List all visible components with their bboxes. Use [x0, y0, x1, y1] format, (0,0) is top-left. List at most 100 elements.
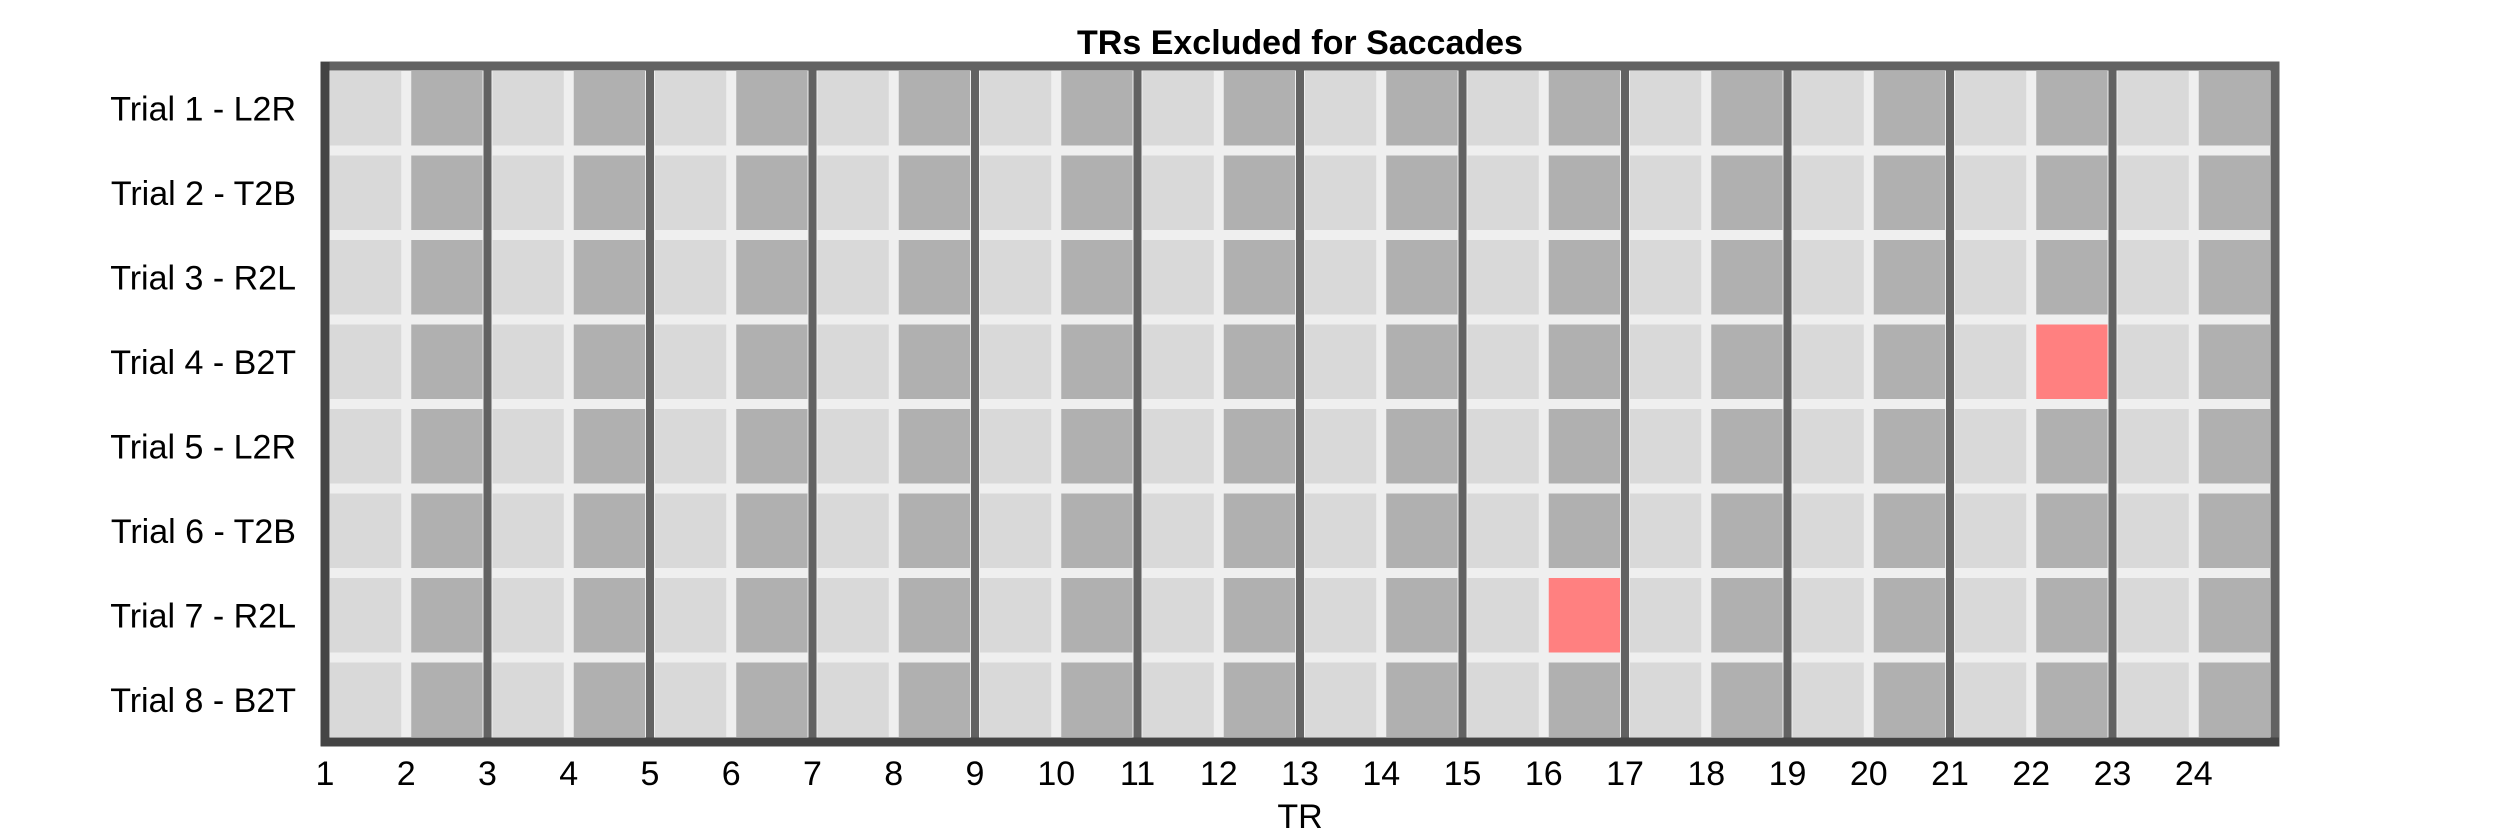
tr-cell — [1955, 71, 2027, 146]
tr-cell — [1873, 155, 1945, 230]
tr-cell — [1223, 578, 1295, 653]
tr-cell — [1061, 662, 1133, 737]
tr-cell — [817, 662, 889, 737]
tr-cell — [492, 240, 564, 315]
tr-cell — [1386, 493, 1458, 568]
tr-cell — [2117, 662, 2189, 737]
tr-cell — [1142, 324, 1214, 399]
tr-cell — [2198, 240, 2270, 315]
tr-cell — [1467, 662, 1539, 737]
tr-cell — [980, 662, 1052, 737]
tr-cell — [1792, 409, 1864, 484]
tr-tick-label: 10 — [1037, 755, 1075, 793]
tr-cell — [1630, 493, 1702, 568]
tr-tick-label: 11 — [1120, 755, 1155, 793]
excluded-cell — [2036, 324, 2108, 399]
tr-cell — [1873, 324, 1945, 399]
tr-cell — [573, 240, 645, 315]
tr-cell — [1873, 409, 1945, 484]
tr-cell — [1142, 240, 1214, 315]
tr-cell — [898, 155, 970, 230]
tr-cell — [1955, 578, 2027, 653]
tr-cell — [330, 578, 402, 653]
tr-cell — [1142, 155, 1214, 230]
tr-cell — [2036, 240, 2108, 315]
tr-cell — [492, 578, 564, 653]
tr-cell — [1305, 493, 1377, 568]
tr-cell — [1061, 240, 1133, 315]
tr-cell — [492, 71, 564, 146]
tr-tick-label: 8 — [884, 755, 903, 793]
tr-cell — [1630, 324, 1702, 399]
tr-cell — [1548, 409, 1620, 484]
tr-cell — [980, 240, 1052, 315]
tr-cell — [573, 493, 645, 568]
tr-cell — [330, 662, 402, 737]
tr-cell — [411, 324, 483, 399]
tr-tick-label: 12 — [1200, 755, 1238, 793]
excluded-cell — [1548, 578, 1620, 653]
tr-cell — [492, 662, 564, 737]
tr-cell — [1386, 71, 1458, 146]
tr-tick-label: 1 — [316, 755, 335, 793]
tr-tick-label: 14 — [1362, 755, 1400, 793]
tr-cell — [898, 493, 970, 568]
tr-cell — [1630, 240, 1702, 315]
tr-cell — [1386, 240, 1458, 315]
trial-label: Trial 3 - R2L — [110, 259, 296, 297]
tr-cell — [1061, 324, 1133, 399]
tr-cell — [1223, 240, 1295, 315]
tr-cell — [1873, 662, 1945, 737]
tr-cell — [330, 240, 402, 315]
tr-cell — [980, 493, 1052, 568]
x-axis-label: TR — [1277, 798, 1322, 833]
tr-cell — [1955, 324, 2027, 399]
tr-tick-label: 16 — [1525, 755, 1563, 793]
tr-cell — [1142, 493, 1214, 568]
tr-cell — [1548, 155, 1620, 230]
tr-cell — [1386, 409, 1458, 484]
tr-cell — [1630, 71, 1702, 146]
tr-cell — [573, 155, 645, 230]
tr-cell — [2198, 493, 2270, 568]
tr-tick-label: 21 — [1931, 755, 1969, 793]
tr-cell — [1386, 324, 1458, 399]
tr-cell — [1142, 578, 1214, 653]
tr-cell — [980, 578, 1052, 653]
tr-cell — [898, 324, 970, 399]
tr-cell — [1223, 324, 1295, 399]
plot-frame — [320, 61, 2280, 747]
tr-cell — [1792, 71, 1864, 146]
tr-cell — [736, 409, 808, 484]
tr-tick-label: 22 — [2012, 755, 2050, 793]
tr-tick-label: 19 — [1769, 755, 1807, 793]
tr-cell — [1305, 155, 1377, 230]
tr-cell — [573, 662, 645, 737]
tr-cell — [330, 71, 402, 146]
tr-cell — [1711, 71, 1783, 146]
tr-cell — [736, 155, 808, 230]
tr-cell — [898, 662, 970, 737]
tr-cell — [1467, 493, 1539, 568]
tr-cell — [573, 71, 645, 146]
tr-cell — [1223, 662, 1295, 737]
tr-cell — [2117, 240, 2189, 315]
tr-cell — [980, 71, 1052, 146]
tr-cell — [1630, 409, 1702, 484]
tr-cell — [736, 240, 808, 315]
tr-cell — [2036, 662, 2108, 737]
tr-cell — [492, 409, 564, 484]
tr-cell — [1711, 662, 1783, 737]
trial-label: Trial 1 - L2R — [110, 90, 296, 128]
tr-tick-label: 3 — [478, 755, 497, 793]
tr-cell — [1630, 578, 1702, 653]
tr-cell — [1142, 662, 1214, 737]
tr-cell — [2036, 493, 2108, 568]
tr-cell — [817, 71, 889, 146]
tr-cell — [898, 240, 970, 315]
tr-cell — [1630, 155, 1702, 230]
tr-cell — [898, 409, 970, 484]
trial-label: Trial 2 - T2B — [111, 175, 296, 213]
tr-cell — [655, 662, 727, 737]
tr-cell — [1548, 71, 1620, 146]
